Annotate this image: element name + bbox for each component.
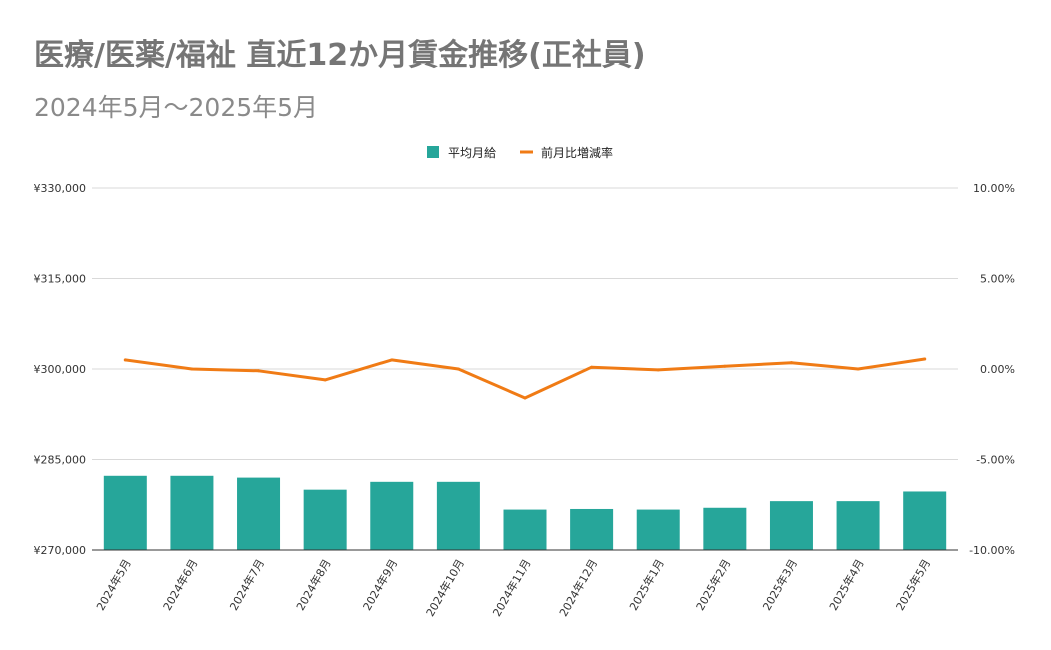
bar: [570, 508, 614, 550]
bar: [703, 507, 747, 550]
x-tick-label: 2025年2月: [693, 557, 734, 613]
chart-subtitle: 2024年5月〜2025年5月: [34, 93, 319, 122]
line-point: [257, 369, 261, 373]
right-tick-label: 5.00%: [980, 273, 1015, 286]
left-tick-label: ¥300,000: [34, 363, 87, 376]
right-tick-label: 10.00%: [973, 182, 1015, 195]
line-point: [789, 361, 793, 365]
x-tick-label: 2024年12月: [556, 557, 600, 619]
x-tick-label: 2024年5月: [93, 557, 134, 613]
bar: [903, 491, 947, 550]
line-point: [656, 368, 660, 372]
left-axis: ¥270,000 ¥285,000 ¥300,000 ¥315,000 ¥330,000: [34, 182, 87, 557]
bar: [769, 501, 813, 550]
series-line: [123, 357, 927, 400]
right-tick-label: -10.00%: [969, 544, 1015, 557]
legend: 平均月給 前月比増減率: [427, 145, 613, 160]
line-series: [123, 357, 927, 400]
line-point: [323, 378, 327, 382]
x-tick-label: 2024年8月: [293, 557, 334, 613]
left-tick-label: ¥315,000: [34, 273, 87, 286]
bar: [370, 481, 414, 550]
bar: [836, 501, 880, 550]
bar: [103, 475, 147, 550]
line-point: [723, 364, 727, 368]
right-axis: -10.00% -5.00% 0.00% 5.00% 10.00%: [969, 182, 1015, 557]
x-tick-label: 2024年10月: [423, 557, 467, 619]
legend-label-bar: 平均月給: [448, 146, 496, 160]
right-tick-label: 0.00%: [980, 363, 1015, 376]
x-tick-label: 2024年9月: [360, 557, 401, 613]
left-tick-label: ¥270,000: [34, 544, 87, 557]
bar: [303, 489, 347, 550]
bar: [436, 481, 480, 550]
x-tick-label: 2024年11月: [489, 557, 533, 619]
bar: [503, 509, 547, 550]
legend-swatch-bar: [427, 146, 439, 158]
line-point: [390, 358, 394, 362]
x-tick-label: 2025年3月: [759, 557, 800, 613]
bar-series: [92, 475, 958, 551]
line-point: [190, 367, 194, 371]
chart-title: 医療/医薬/福祉 直近12か月賃金推移(正社員): [34, 38, 646, 73]
x-tick-label: 2025年5月: [893, 557, 934, 613]
line-point: [923, 357, 927, 361]
left-tick-label: ¥285,000: [34, 454, 87, 467]
x-tick-label: 2025年4月: [826, 557, 867, 613]
line-point: [856, 367, 860, 371]
bar: [237, 477, 281, 550]
left-tick-label: ¥330,000: [34, 182, 87, 195]
line-point: [590, 365, 594, 369]
x-tick-label: 2024年7月: [227, 557, 268, 613]
x-tick-label: 2024年6月: [160, 557, 201, 613]
line-point: [123, 358, 127, 362]
bar: [170, 475, 214, 550]
line-point: [523, 396, 527, 400]
x-tick-label: 2025年1月: [626, 557, 667, 613]
line-point: [456, 367, 460, 371]
right-tick-label: -5.00%: [976, 454, 1015, 467]
legend-label-line: 前月比増減率: [541, 145, 613, 160]
bar: [636, 509, 680, 550]
x-axis: 2024年5月 2024年6月 2024年7月 2024年8月 2024年9月 2024年…: [93, 557, 933, 619]
